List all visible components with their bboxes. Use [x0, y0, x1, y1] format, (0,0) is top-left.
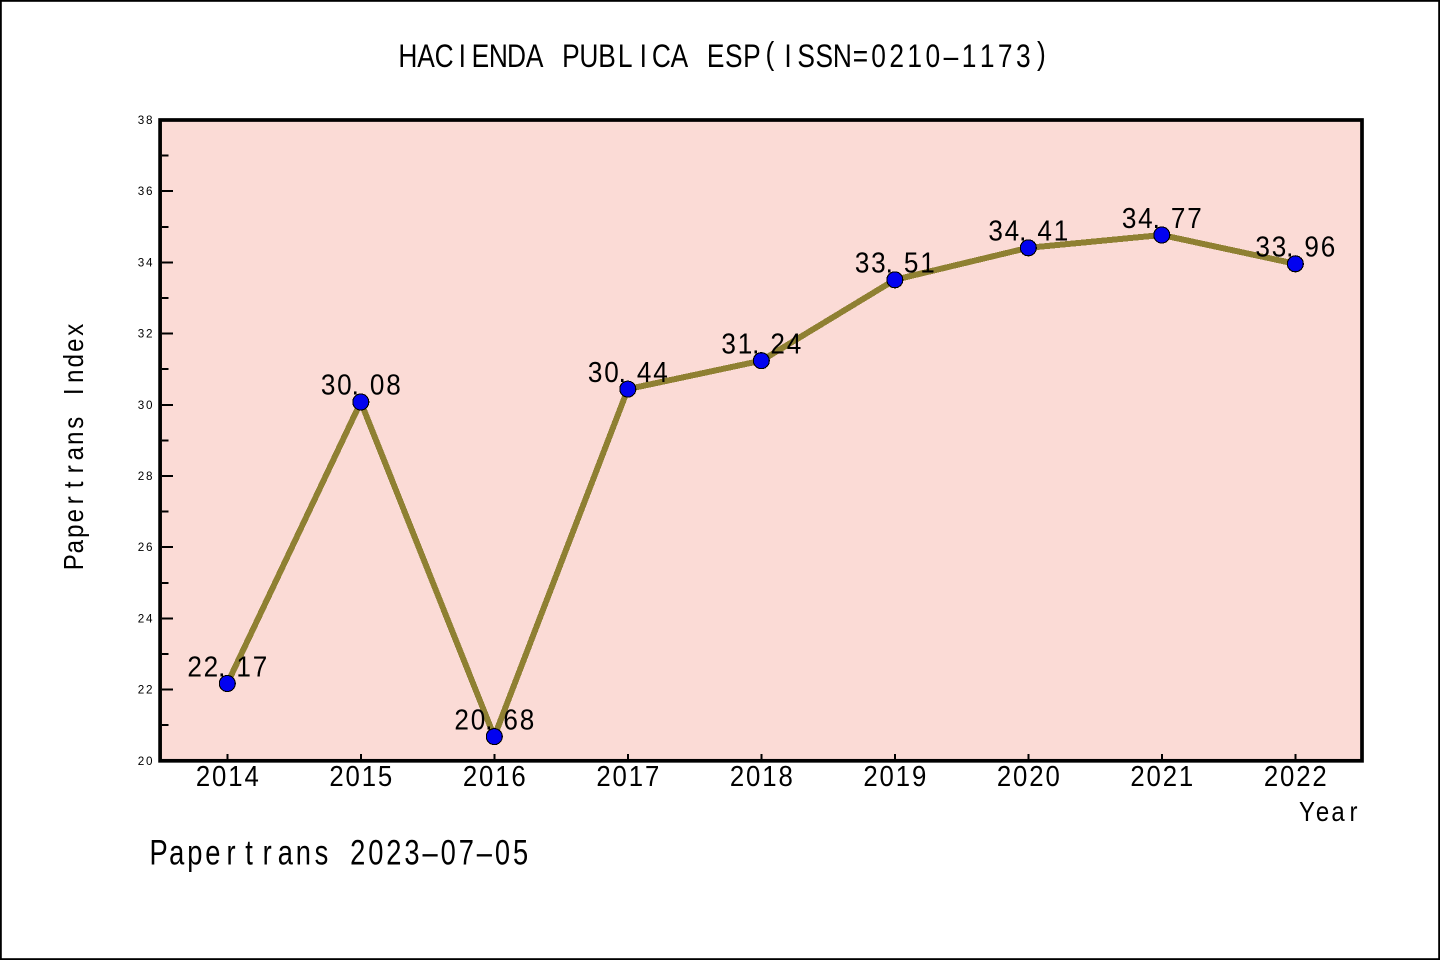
svg-text:2019: 2019: [863, 760, 926, 793]
svg-text:2021: 2021: [1130, 760, 1193, 793]
svg-text:2017: 2017: [596, 760, 659, 793]
svg-text:36: 36: [138, 185, 153, 198]
svg-text:30: 30: [138, 399, 153, 412]
svg-text:20: 20: [138, 755, 153, 768]
svg-text:28: 28: [138, 470, 153, 483]
svg-text:2015: 2015: [329, 760, 392, 793]
svg-text:32: 32: [138, 328, 153, 341]
svg-text:2020: 2020: [997, 760, 1060, 793]
svg-text:2016: 2016: [463, 760, 526, 793]
svg-text:34: 34: [138, 256, 153, 269]
svg-text:22: 22: [138, 684, 153, 697]
svg-text:Year: Year: [1299, 795, 1358, 827]
svg-text:2014: 2014: [196, 760, 259, 793]
svg-text:Papertrans Index: Papertrans Index: [57, 324, 89, 570]
svg-text:2022: 2022: [1264, 760, 1327, 793]
svg-text:Papertrans 2023–07–05: Papertrans 2023–07–05: [149, 833, 528, 872]
svg-text:2018: 2018: [730, 760, 793, 793]
svg-text:26: 26: [138, 541, 153, 554]
svg-text:38: 38: [138, 114, 153, 127]
svg-text:HACIENDA PUBLICA ESP(ISSN=0210: HACIENDA PUBLICA ESP(ISSN=0210–1173): [398, 36, 1045, 75]
svg-text:24: 24: [138, 612, 153, 625]
